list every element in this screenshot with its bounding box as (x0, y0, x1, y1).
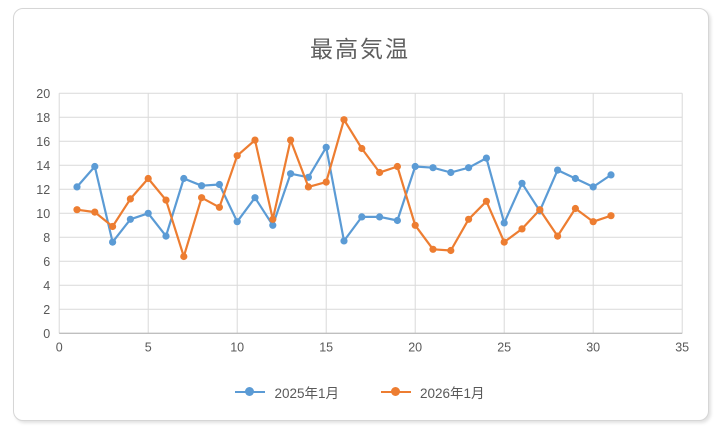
data-point[interactable] (126, 195, 134, 203)
data-point[interactable] (607, 212, 615, 220)
data-point[interactable] (340, 116, 348, 124)
data-point[interactable] (518, 179, 526, 187)
data-point[interactable] (482, 154, 490, 162)
x-tick-label: 30 (586, 340, 600, 354)
data-point[interactable] (465, 164, 473, 172)
y-tick-label: 16 (36, 135, 50, 149)
legend-item-2025[interactable]: 2025年1月 (235, 382, 339, 402)
x-tick-label: 10 (230, 340, 244, 354)
data-point[interactable] (144, 209, 152, 217)
data-point[interactable] (304, 183, 312, 191)
data-point[interactable] (554, 232, 562, 240)
x-tick-label: 5 (145, 340, 152, 354)
x-tick-label: 15 (319, 340, 333, 354)
y-tick-label: 18 (36, 111, 50, 125)
data-point[interactable] (411, 221, 419, 229)
data-point[interactable] (162, 196, 170, 204)
data-point[interactable] (287, 136, 295, 144)
data-point[interactable] (518, 225, 526, 233)
data-point[interactable] (447, 168, 455, 177)
data-point[interactable] (554, 166, 562, 174)
data-point[interactable] (411, 162, 419, 171)
data-point[interactable] (109, 222, 117, 231)
data-point[interactable] (589, 183, 597, 191)
x-tick-label: 0 (56, 340, 63, 354)
data-point[interactable] (73, 183, 81, 191)
data-point[interactable] (500, 219, 508, 227)
data-point[interactable] (465, 215, 473, 223)
data-point[interactable] (109, 238, 117, 246)
legend-marker-2026-icon (381, 387, 411, 397)
data-point[interactable] (126, 215, 134, 223)
series-line (75, 146, 613, 244)
data-point[interactable] (91, 208, 99, 216)
data-point[interactable] (376, 213, 384, 221)
x-tick-label: 20 (408, 340, 422, 354)
data-point[interactable] (233, 152, 241, 160)
data-point[interactable] (393, 162, 401, 171)
y-tick-label: 10 (36, 207, 50, 221)
data-point[interactable] (429, 245, 437, 253)
data-point[interactable] (571, 174, 580, 183)
data-point[interactable] (198, 182, 206, 190)
data-point[interactable] (482, 197, 490, 205)
data-point[interactable] (376, 168, 384, 177)
series-2025年1月[interactable] (73, 143, 615, 246)
axis-tick-labels: 0 2 4 6 8 10 12 14 16 18 20 0 5 10 15 20 25 30 35 (36, 87, 689, 354)
data-point[interactable] (429, 164, 437, 172)
legend-item-2026[interactable]: 2026年1月 (381, 382, 485, 402)
data-point[interactable] (251, 194, 259, 202)
data-point[interactable] (73, 206, 81, 214)
y-tick-label: 20 (36, 87, 50, 101)
data-point[interactable] (269, 221, 277, 229)
legend-label-2026: 2026年1月 (420, 386, 485, 401)
data-point[interactable] (251, 136, 259, 144)
data-point[interactable] (180, 174, 188, 183)
data-point[interactable] (269, 215, 277, 223)
data-point[interactable] (215, 180, 223, 189)
data-point[interactable] (447, 246, 455, 255)
data-point[interactable] (358, 144, 366, 153)
data-point[interactable] (393, 216, 401, 225)
data-point[interactable] (571, 204, 580, 213)
data-point[interactable] (287, 170, 295, 178)
y-tick-label: 0 (43, 327, 50, 341)
y-tick-label: 8 (43, 231, 50, 245)
data-point[interactable] (322, 178, 330, 186)
x-tick-label: 35 (675, 340, 689, 354)
data-point[interactable] (162, 232, 170, 240)
data-point[interactable] (198, 194, 206, 202)
legend-marker-2025-icon (235, 387, 266, 397)
x-tick-label: 25 (497, 340, 511, 354)
chart-title[interactable]: 最高気温 (310, 36, 410, 62)
data-point[interactable] (358, 213, 366, 221)
gridlines (58, 92, 683, 334)
legend-label-2025: 2025年1月 (274, 386, 339, 401)
data-point[interactable] (233, 218, 241, 226)
y-tick-label: 4 (43, 279, 50, 293)
data-point[interactable] (215, 203, 223, 211)
data-point[interactable] (500, 238, 508, 246)
chart-legend: 2025年1月 2026年1月 (13, 379, 707, 405)
data-point[interactable] (607, 171, 615, 179)
data-point[interactable] (144, 174, 152, 183)
y-tick-label: 14 (36, 159, 50, 173)
y-tick-label: 12 (36, 183, 50, 197)
data-point[interactable] (340, 237, 348, 245)
data-point[interactable] (536, 206, 544, 214)
data-point[interactable] (91, 162, 99, 171)
series-2026年1月[interactable] (73, 116, 615, 261)
data-point[interactable] (180, 252, 188, 261)
y-tick-label: 6 (43, 255, 50, 269)
data-point[interactable] (589, 218, 597, 226)
data-point[interactable] (322, 143, 330, 151)
y-tick-label: 2 (43, 303, 50, 317)
